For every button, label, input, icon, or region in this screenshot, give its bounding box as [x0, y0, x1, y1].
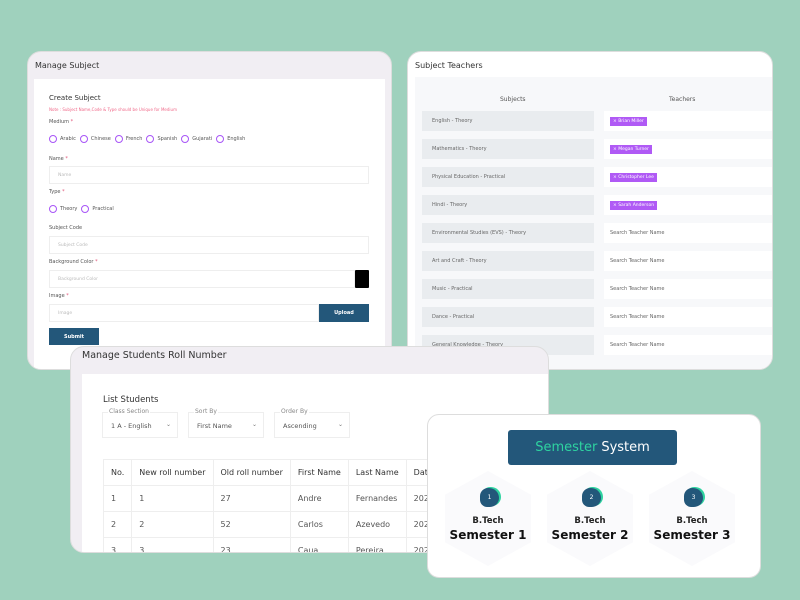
radio-practical[interactable]: Practical	[81, 205, 114, 213]
chevron-down-icon: ⌄	[251, 421, 257, 428]
class-section-select[interactable]: Class Section 1 A - English ⌄	[102, 408, 178, 438]
semester-1-tile[interactable]: 1 B.Tech Semester 1	[445, 471, 531, 566]
list-heading: List Students	[103, 395, 159, 405]
teacher-chip: × Christopher Lee	[610, 173, 657, 182]
semester-system-banner: Semester System	[508, 430, 677, 465]
teacher-search-input[interactable]: Search Teacher Name	[604, 279, 772, 299]
subject-cell: Dance - Practical	[422, 307, 594, 327]
teacher-search-input[interactable]: Search Teacher Name	[604, 251, 772, 271]
radio-arabic[interactable]: Arabic	[49, 135, 76, 143]
type-label: Type *	[49, 189, 65, 195]
teachers-header: Teachers	[669, 96, 696, 103]
form-heading: Create Subject	[49, 94, 101, 102]
color-swatch[interactable]	[355, 270, 369, 288]
subject-cell: English - Theory	[422, 111, 594, 131]
image-label: Image *	[49, 293, 69, 299]
medium-label: Medium *	[49, 119, 74, 125]
teacher-search-input[interactable]: Search Teacher Name	[604, 307, 772, 327]
type-radio-group: Theory Practical	[49, 205, 114, 213]
submit-button[interactable]: Submit	[49, 328, 99, 345]
semester-2-tile[interactable]: 2 B.Tech Semester 2	[547, 471, 633, 566]
subject-cell: Mathematics - Theory	[422, 139, 594, 159]
number-badge-icon: 2	[582, 488, 601, 507]
background-color-label: Background Color *	[49, 259, 98, 265]
radio-chinese[interactable]: Chinese	[79, 135, 111, 143]
sort-by-select[interactable]: Sort By First Name ⌄	[188, 408, 264, 438]
semester-system-card: Semester System 1 B.Tech Semester 1 2 B.Tech…	[427, 414, 761, 578]
subject-cell: Physical Education - Practical	[422, 167, 594, 187]
number-badge-icon: 3	[684, 488, 703, 507]
teacher-search-input[interactable]: Search Teacher Name	[604, 335, 772, 355]
teacher-select[interactable]: × Megan Turner	[604, 139, 772, 159]
card-title: Manage Subject	[35, 61, 100, 70]
teacher-select[interactable]: × Christopher Lee	[604, 167, 772, 187]
radio-french[interactable]: French	[114, 135, 142, 143]
radio-english[interactable]: English	[216, 135, 245, 143]
teacher-select[interactable]: × Sarah Anderson	[604, 195, 772, 215]
radio-theory[interactable]: Theory	[49, 205, 77, 213]
subject-code-input[interactable]: Subject Code	[49, 236, 369, 254]
chevron-down-icon: ⌄	[165, 421, 171, 428]
card-title: Subject Teachers	[415, 61, 483, 70]
semester-3-tile[interactable]: 3 B.Tech Semester 3	[649, 471, 735, 566]
subject-teachers-table: Subjects Teachers English - Theory × Bri…	[415, 77, 772, 369]
create-subject-form: Create Subject Note : Subject Name,Code …	[34, 79, 385, 369]
teacher-chip: × Sarah Anderson	[610, 201, 658, 210]
teacher-select[interactable]: × Brian Miller	[604, 111, 772, 131]
subject-code-label: Subject Code	[49, 225, 83, 231]
teacher-chip: × Brian Miller	[610, 117, 647, 126]
radio-gujarati[interactable]: Gujarati	[181, 135, 212, 143]
subject-cell: Environmental Studies (EVS) - Theory	[422, 223, 594, 243]
radio-spanish[interactable]: Spanish	[146, 135, 177, 143]
chevron-down-icon: ⌄	[337, 421, 343, 428]
image-input[interactable]: Image	[49, 304, 319, 322]
subject-cell: Music - Practical	[422, 279, 594, 299]
manage-subject-card: Manage Subject Create Subject Note : Sub…	[27, 51, 392, 370]
form-note: Note : Subject Name,Code & Type should b…	[49, 107, 177, 112]
medium-radio-group: Arabic Chinese French Spanish Gujarati E…	[49, 135, 245, 143]
teacher-search-input[interactable]: Search Teacher Name	[604, 223, 772, 243]
number-badge-icon: 1	[480, 488, 499, 507]
card-title: Manage Students Roll Number	[82, 350, 227, 361]
subject-cell: Art and Craft - Theory	[422, 251, 594, 271]
upload-button[interactable]: Upload	[319, 304, 369, 322]
subject-teachers-card: Subject Teachers Subjects Teachers Engli…	[407, 51, 773, 370]
teacher-chip: × Megan Turner	[610, 145, 652, 154]
name-input[interactable]: Name	[49, 166, 369, 184]
background-color-input[interactable]: Background Color	[49, 270, 355, 288]
order-by-select[interactable]: Order By Ascending ⌄	[274, 408, 350, 438]
name-label: Name *	[49, 156, 68, 162]
subject-cell: Hindi - Theory	[422, 195, 594, 215]
subjects-header: Subjects	[500, 96, 526, 103]
